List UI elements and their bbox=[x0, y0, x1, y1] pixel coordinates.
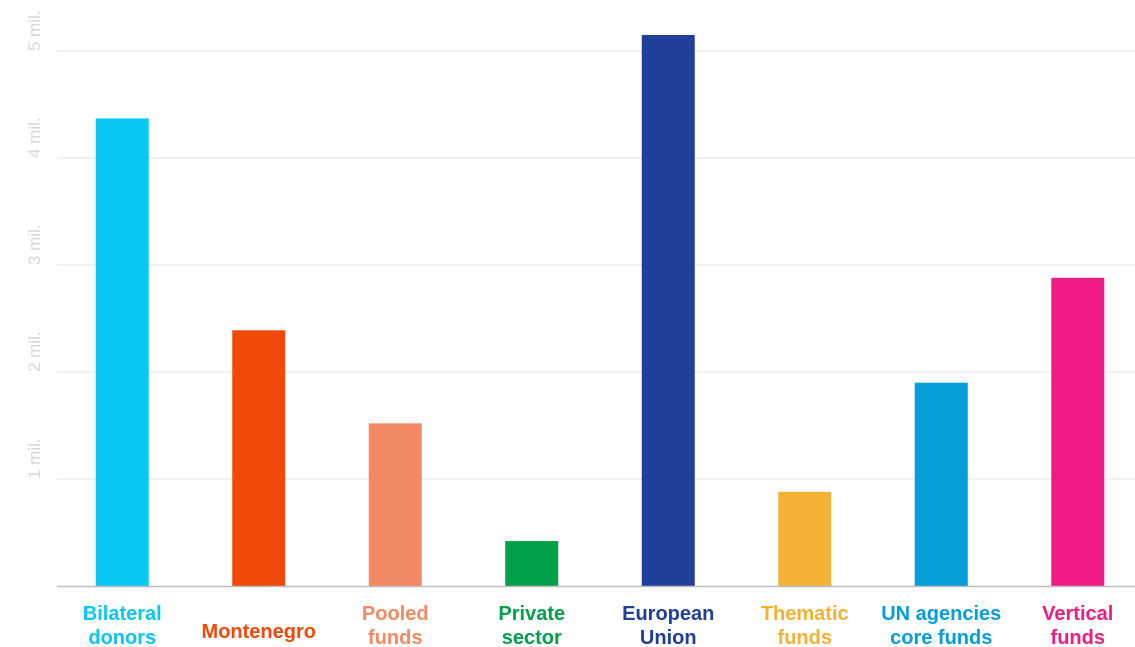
category-label-line: Vertical bbox=[1042, 603, 1113, 625]
y-tick-label: 3 mil. bbox=[25, 224, 44, 265]
category-label-line: funds bbox=[368, 627, 422, 647]
category-label-line: Pooled bbox=[362, 603, 429, 625]
category-label: Montenegro bbox=[202, 621, 316, 643]
gridlines bbox=[57, 50, 1135, 480]
bars bbox=[95, 34, 1105, 586]
category-label-line: Thematic bbox=[761, 603, 849, 625]
y-tick-label: 2 mil. bbox=[25, 331, 44, 372]
category-label-line: funds bbox=[1051, 627, 1105, 647]
category-label-line: Private bbox=[498, 603, 565, 625]
bar-private-sector bbox=[505, 541, 559, 586]
bar-bilateral-donors bbox=[95, 118, 149, 586]
y-tick-label: 1 mil. bbox=[25, 438, 44, 479]
category-label-line: donors bbox=[88, 627, 156, 647]
category-label-line: Bilateral bbox=[83, 603, 162, 625]
category-label-line: sector bbox=[502, 627, 562, 647]
bar-vertical-funds bbox=[1051, 277, 1105, 586]
bar-montenegro bbox=[232, 330, 286, 586]
category-label-line: core funds bbox=[890, 627, 992, 647]
y-tick-label: 5 mil. bbox=[25, 10, 44, 51]
y-tick-label: 4 mil. bbox=[25, 117, 44, 158]
category-label-line: Union bbox=[640, 627, 697, 647]
bar-un-agencies-core-funds bbox=[914, 382, 968, 586]
category-label-line: Montenegro bbox=[202, 621, 316, 643]
category-label-line: European bbox=[622, 603, 714, 625]
y-axis-tick-labels: 1 mil. 2 mil. 3 mil. 4 mil. 5 mil. bbox=[25, 10, 44, 479]
category-label-line: UN agencies bbox=[881, 603, 1001, 625]
bar-european-union bbox=[641, 34, 695, 586]
category-label-line: funds bbox=[778, 627, 832, 647]
bar-thematic-funds bbox=[778, 491, 832, 586]
bar-pooled-funds bbox=[368, 423, 422, 586]
